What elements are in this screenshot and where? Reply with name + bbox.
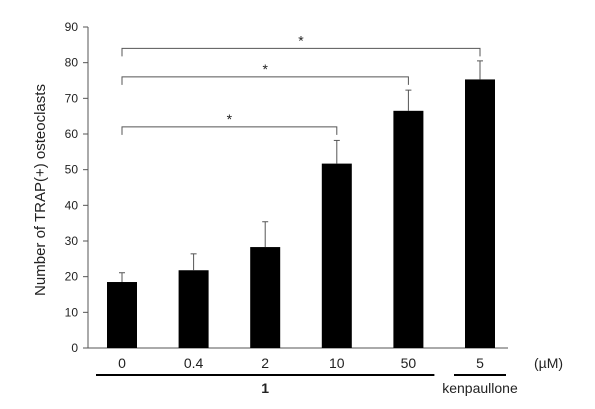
significance-bracket bbox=[121, 126, 338, 135]
y-tick-label: 30 bbox=[65, 234, 79, 248]
significance-bracket bbox=[121, 76, 409, 85]
y-tick-label: 50 bbox=[65, 163, 79, 177]
y-tick-label: 20 bbox=[65, 270, 79, 284]
y-tick-label: 90 bbox=[65, 20, 79, 34]
x-tick-label: 0.4 bbox=[184, 355, 204, 371]
y-tick-label: 40 bbox=[65, 198, 79, 212]
y-axis-ticks: 0 10 20 30 40 50 60 70 80 90 bbox=[65, 20, 88, 355]
axes bbox=[87, 27, 508, 349]
x-tick-label: 2 bbox=[261, 355, 269, 371]
bar bbox=[250, 247, 281, 348]
category-groups: 1 kenpaullone bbox=[96, 374, 518, 396]
x-tick-label: 50 bbox=[401, 355, 417, 371]
y-tick-label: 80 bbox=[65, 56, 79, 70]
x-tick-label: 0 bbox=[118, 355, 126, 371]
y-tick-label: 60 bbox=[65, 127, 79, 141]
significance-label: * bbox=[298, 32, 304, 48]
y-tick-label: 10 bbox=[65, 305, 79, 319]
bar bbox=[465, 79, 495, 349]
error-bars bbox=[119, 60, 483, 283]
significance-bracket bbox=[121, 47, 481, 57]
y-axis-label: Number of TRAP(+) osteoclasts bbox=[32, 84, 49, 296]
x-tick-label: 5 bbox=[476, 355, 484, 371]
significance-brackets: * * * bbox=[121, 32, 481, 135]
significance-label: * bbox=[227, 111, 233, 127]
x-axis-tick-labels: 0 0.4 2 10 50 5 bbox=[118, 355, 484, 371]
bar bbox=[393, 110, 424, 348]
x-tick-label: 10 bbox=[329, 355, 345, 371]
bar bbox=[321, 163, 352, 348]
significance-label: * bbox=[262, 61, 268, 77]
y-tick-label: 70 bbox=[65, 91, 79, 105]
bar bbox=[107, 282, 137, 348]
group-label: kenpaullone bbox=[442, 380, 518, 396]
y-tick-label: 0 bbox=[71, 341, 78, 355]
group-label: 1 bbox=[261, 380, 269, 396]
bar bbox=[178, 270, 209, 348]
bars bbox=[107, 79, 495, 349]
x-axis-unit-label: (µM) bbox=[534, 355, 563, 371]
